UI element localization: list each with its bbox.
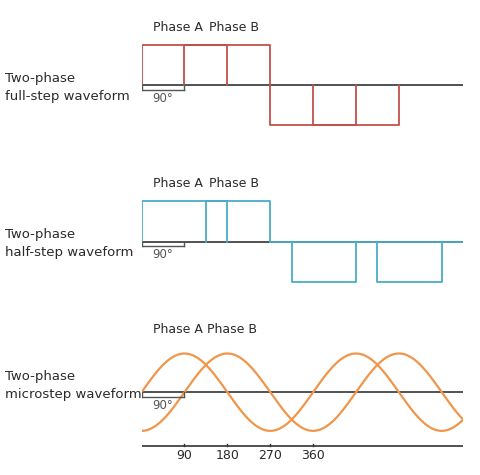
Text: 270: 270: [258, 449, 282, 463]
Text: Two-phase
full-step waveform: Two-phase full-step waveform: [5, 72, 130, 103]
Text: 90°: 90°: [153, 248, 173, 261]
Text: Phase A: Phase A: [153, 20, 203, 34]
Text: Phase B: Phase B: [209, 20, 259, 34]
Text: 360: 360: [301, 449, 325, 463]
Text: Two-phase
microstep waveform: Two-phase microstep waveform: [5, 370, 142, 401]
Text: 180: 180: [216, 449, 240, 463]
Text: 90°: 90°: [153, 92, 173, 104]
Text: Phase A: Phase A: [153, 323, 203, 336]
Text: Two-phase
half-step waveform: Two-phase half-step waveform: [5, 228, 133, 259]
Text: Phase B: Phase B: [207, 323, 257, 336]
Text: 90°: 90°: [153, 399, 173, 412]
Text: 90: 90: [177, 449, 192, 463]
Text: Phase B: Phase B: [209, 177, 259, 190]
Text: Phase A: Phase A: [153, 177, 203, 190]
